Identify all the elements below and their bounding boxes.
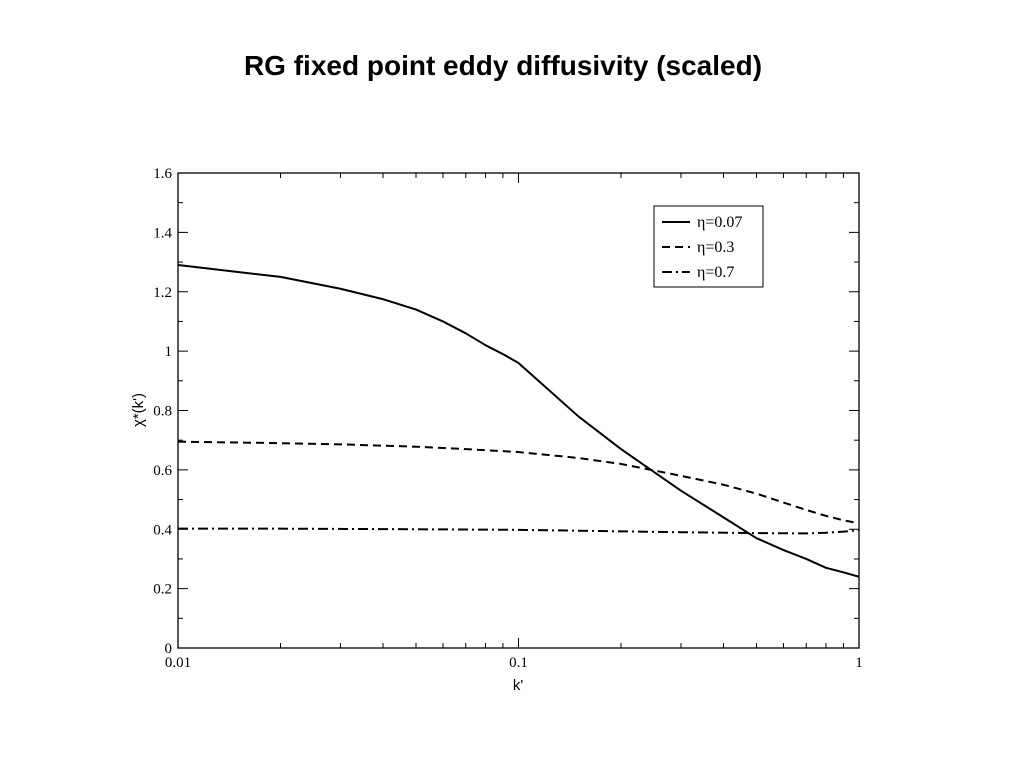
series-line-2 — [177, 440, 860, 525]
x-tick-label: 0.01 — [165, 655, 191, 671]
y-tick-label: 1.6 — [153, 166, 172, 182]
legend-label-3: η=0.7 — [697, 264, 734, 281]
y-tick-label: 1 — [165, 344, 173, 360]
y-tick-label: 0.8 — [153, 404, 172, 420]
y-tick-label: 0.4 — [153, 522, 172, 538]
legend-label-2: η=0.3 — [697, 239, 734, 256]
x-tick-label: 1 — [855, 655, 863, 671]
x-tick-label: 0.1 — [509, 655, 528, 671]
y-tick-label: 1.4 — [153, 225, 172, 241]
slide-title: RG fixed point eddy diffusivity (scaled) — [243, 50, 763, 81]
series-layer — [177, 264, 860, 578]
y-tick-label: 0.6 — [153, 463, 172, 479]
y-axis-label: χ*(k') — [130, 393, 147, 427]
y-tick-label: 0.2 — [153, 582, 172, 598]
series-line-1 — [177, 264, 860, 578]
legend-label-1: η=0.07 — [697, 214, 742, 231]
x-axis-label: k' — [513, 677, 524, 694]
tick-labels: 0 0.2 0.4 0.6 0.8 1 1.2 1.4 1.6 0.01 0.1 1 — [153, 166, 863, 671]
y-tick-label: 0 — [165, 641, 173, 657]
y-tick-label: 1.2 — [153, 285, 172, 301]
series-line-3 — [178, 527, 860, 535]
legend: η=0.07 η=0.3 η=0.7 — [653, 205, 764, 288]
legend-box — [653, 205, 764, 288]
